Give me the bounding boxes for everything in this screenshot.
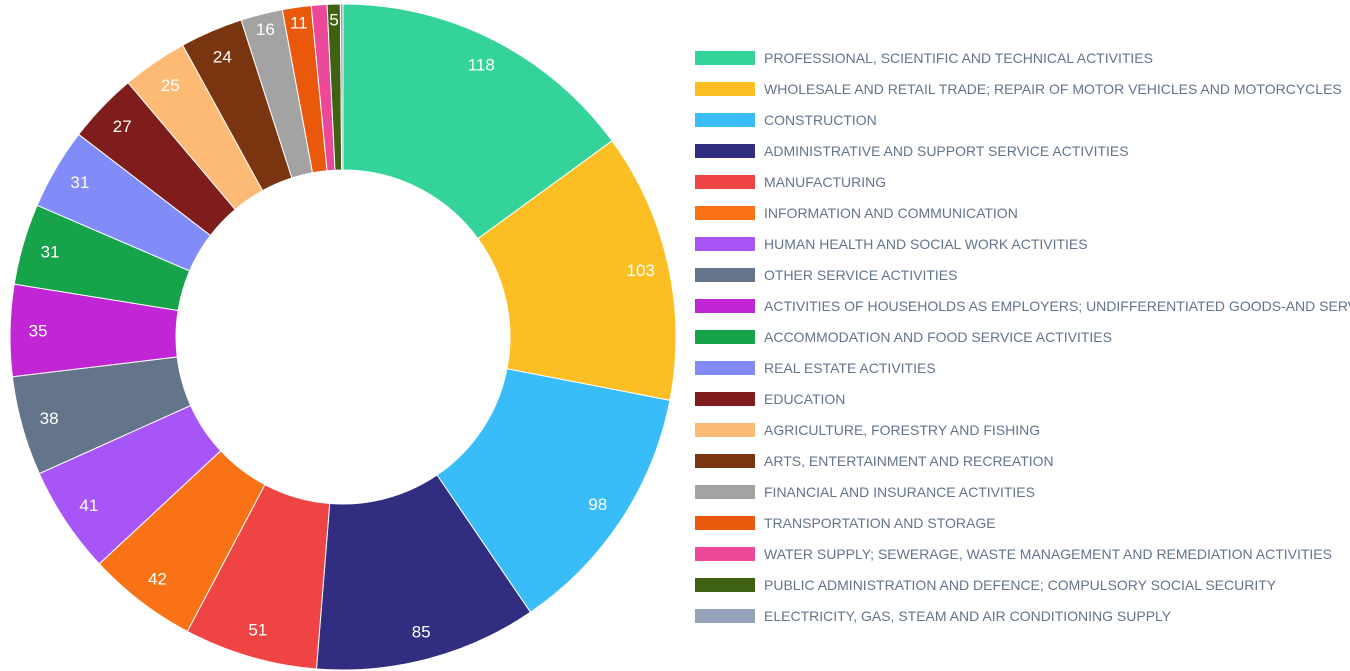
legend-label: ACCOMMODATION AND FOOD SERVICE ACTIVITIE… — [764, 329, 1112, 345]
slice-label: 16 — [256, 20, 275, 39]
legend-label: ARTS, ENTERTAINMENT AND RECREATION — [764, 453, 1054, 469]
legend-label: REAL ESTATE ACTIVITIES — [764, 360, 936, 376]
legend-label: TRANSPORTATION AND STORAGE — [764, 515, 996, 531]
legend-swatch — [695, 82, 755, 96]
legend-swatch — [695, 144, 755, 158]
legend-label: FINANCIAL AND INSURANCE ACTIVITIES — [764, 484, 1035, 500]
legend-swatch — [695, 361, 755, 375]
legend-swatch — [695, 51, 755, 65]
slice-label: 51 — [248, 620, 267, 639]
legend-swatch — [695, 578, 755, 592]
legend-swatch — [695, 299, 755, 313]
slice-label: 24 — [213, 47, 232, 66]
slice-label: 85 — [412, 622, 431, 641]
legend-swatch — [695, 206, 755, 220]
legend-label: PUBLIC ADMINISTRATION AND DEFENCE; COMPU… — [764, 577, 1277, 593]
slice-label: 5 — [329, 11, 338, 30]
slice-label: 42 — [148, 570, 167, 589]
slice-label: 118 — [468, 56, 495, 75]
donut-slice — [342, 3, 613, 240]
slice-label: 103 — [627, 261, 655, 280]
legend-swatch — [695, 268, 755, 282]
legend-label: WHOLESALE AND RETAIL TRADE; REPAIR OF MO… — [764, 81, 1342, 97]
legend-swatch — [695, 454, 755, 468]
slice-label: 31 — [70, 173, 89, 192]
legend-label: ACTIVITIES OF HOUSEHOLDS AS EMPLOYERS; U… — [764, 298, 1350, 314]
slice-label: 25 — [161, 76, 180, 95]
legend-label: AGRICULTURE, FORESTRY AND FISHING — [764, 422, 1040, 438]
legend-label: PROFESSIONAL, SCIENTIFIC AND TECHNICAL A… — [764, 50, 1153, 66]
legend-swatch — [695, 516, 755, 530]
legend-label: ELECTRICITY, GAS, STEAM AND AIR CONDITIO… — [764, 608, 1172, 624]
slice-label: 41 — [79, 496, 98, 515]
legend-label: EDUCATION — [764, 391, 845, 407]
legend-label: INFORMATION AND COMMUNICATION — [764, 205, 1018, 221]
slice-label: 35 — [29, 321, 48, 340]
slice-label: 27 — [113, 117, 132, 136]
legend-swatch — [695, 392, 755, 406]
legend-label: HUMAN HEALTH AND SOCIAL WORK ACTIVITIES — [764, 236, 1088, 252]
legend-swatch — [695, 485, 755, 499]
legend-swatch — [695, 547, 755, 561]
donut-slice — [339, 3, 344, 171]
legend-label: OTHER SERVICE ACTIVITIES — [764, 267, 957, 283]
legend-swatch — [695, 609, 755, 623]
slice-label: 31 — [41, 242, 60, 261]
legend-label: CONSTRUCTION — [764, 112, 877, 128]
legend-swatch — [695, 423, 755, 437]
legend-label: WATER SUPPLY; SEWERAGE, WASTE MANAGEMENT… — [764, 546, 1332, 562]
legend-label: MANUFACTURING — [764, 174, 886, 190]
slice-label: 11 — [290, 14, 308, 33]
legend-swatch — [695, 330, 755, 344]
legend-swatch — [695, 113, 755, 127]
legend-swatch — [695, 237, 755, 251]
donut-slice — [436, 368, 671, 613]
legend-label: ADMINISTRATIVE AND SUPPORT SERVICE ACTIV… — [764, 143, 1129, 159]
legend-swatch — [695, 175, 755, 189]
slice-label: 98 — [588, 495, 607, 514]
donut-slice — [477, 140, 677, 401]
slice-label: 38 — [40, 409, 59, 428]
